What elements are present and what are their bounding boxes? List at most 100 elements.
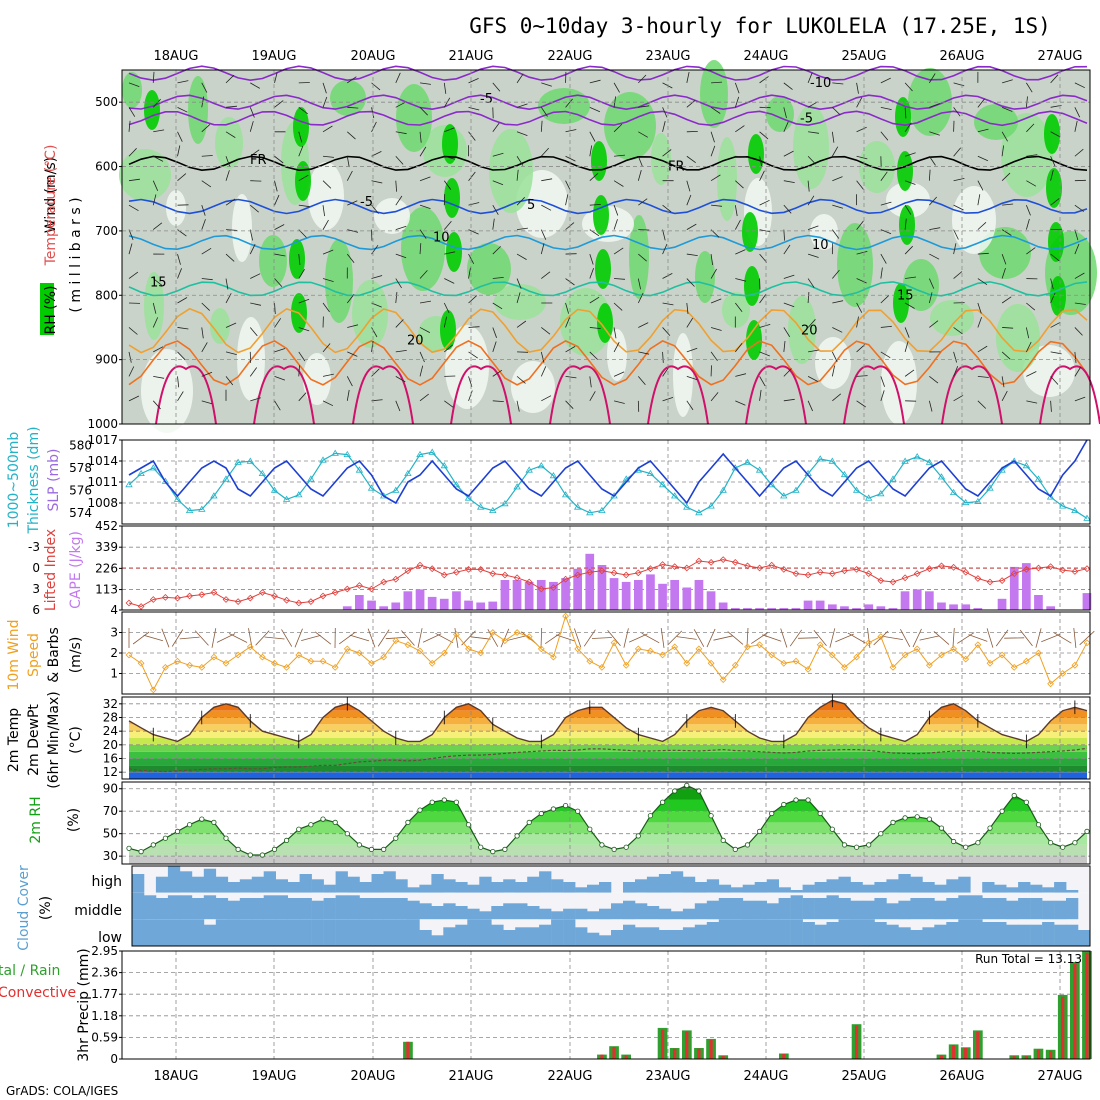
surface-wind-barb — [470, 636, 491, 640]
cloud-cell — [383, 898, 396, 920]
wind-barb — [395, 400, 401, 412]
rh-shade — [717, 137, 737, 221]
thickness-point — [670, 492, 679, 499]
lifted-point — [938, 562, 945, 570]
wind-barb — [807, 72, 813, 84]
cloud-cell — [299, 919, 312, 946]
thickness-ytick: 574 — [69, 506, 92, 520]
lifted-point — [816, 568, 824, 576]
lifted-point — [453, 568, 460, 576]
wind10-speed-label: Speed — [26, 633, 42, 677]
cloud-cell — [335, 919, 348, 946]
rh-high-shade — [1046, 168, 1062, 208]
thickness-point — [489, 506, 497, 513]
wind-barb — [419, 365, 424, 377]
wind-barb — [395, 155, 404, 165]
cape-bar — [706, 591, 716, 611]
thickness-point — [246, 457, 255, 464]
thickness-point — [1046, 493, 1055, 500]
lifted-point — [319, 592, 327, 600]
wind-barb — [710, 106, 721, 114]
rh-point — [283, 837, 290, 844]
wind-barb — [201, 278, 213, 281]
thickness-point — [198, 505, 206, 512]
cloud-cell — [251, 876, 265, 893]
wind-barb — [298, 107, 308, 115]
rh-point — [1072, 840, 1078, 846]
wind-barb — [540, 243, 545, 255]
wind-barb — [419, 204, 431, 209]
wind-barb — [856, 316, 859, 328]
rh-band — [129, 833, 1087, 845]
wind-barb — [589, 327, 601, 329]
wind-speed-point — [1083, 639, 1091, 647]
rh-band — [129, 788, 1087, 800]
wind-barb — [468, 351, 478, 359]
wind-barb — [541, 147, 549, 157]
wind-barb — [783, 82, 793, 90]
precip-convective-bar — [1049, 1050, 1053, 1059]
wind-speed-point — [1035, 649, 1042, 657]
wind-barb — [492, 327, 497, 338]
temp-band — [129, 738, 1087, 745]
wind-barb — [783, 204, 792, 214]
surface-wind-barb — [623, 628, 629, 648]
wind-speed-point — [562, 612, 569, 620]
wind-barb — [468, 390, 473, 401]
lifted-point — [865, 570, 873, 577]
rh-point — [441, 797, 447, 803]
cloud-cell — [850, 882, 863, 893]
cloud-cell — [694, 882, 708, 893]
wind-speed-point — [719, 676, 727, 683]
wind-barb — [201, 82, 208, 93]
wind-barb — [759, 156, 763, 168]
wind-barb — [734, 205, 738, 217]
wind-barb — [128, 178, 140, 182]
wind-speed-point — [1059, 670, 1067, 677]
thickness-point — [1022, 462, 1031, 469]
rh-shade — [122, 72, 142, 108]
surface-wind-barb — [349, 634, 370, 642]
cloud-cell — [706, 900, 720, 920]
wind-barb — [468, 78, 479, 84]
temp-band — [129, 744, 1087, 752]
wind-barb — [637, 278, 641, 290]
rh-point — [150, 842, 156, 848]
wind-barb — [589, 296, 600, 304]
cloud-cell — [814, 898, 827, 920]
cape-bar — [852, 608, 861, 610]
wind-speed-point — [780, 659, 788, 667]
wind-barb — [977, 252, 989, 255]
cloud-cell — [599, 908, 612, 920]
wind-barb — [177, 376, 180, 388]
cloud-cell — [694, 903, 708, 920]
wind-barb — [613, 205, 619, 216]
cape-bar — [646, 574, 655, 610]
wind-barb — [177, 327, 189, 330]
wind-barb — [831, 146, 839, 157]
wind-speed-point — [574, 645, 582, 653]
cloud-cell — [958, 895, 971, 920]
cloud-label: Cloud Cover — [16, 865, 32, 951]
precip-convective-bar — [782, 1053, 786, 1059]
wind-barb — [225, 253, 235, 262]
rh-point — [538, 810, 544, 817]
cloud-cell — [479, 919, 492, 946]
wind-barb — [710, 327, 722, 331]
lifted-point — [416, 561, 424, 569]
wind-barb — [686, 278, 695, 287]
rh-point — [126, 845, 132, 851]
rh-shade — [607, 329, 627, 381]
cloud-cell — [179, 919, 193, 946]
cloud-low-label: low — [98, 930, 122, 946]
rh-shade — [308, 162, 344, 230]
wind-barb — [638, 253, 647, 262]
wind-barb — [274, 278, 283, 287]
cloud-cell — [790, 919, 803, 946]
cloud-cell — [1054, 900, 1067, 920]
wind-barb — [516, 376, 526, 384]
cape-bar — [355, 595, 364, 610]
wind-barb — [856, 278, 867, 284]
wind-barb — [929, 227, 941, 231]
